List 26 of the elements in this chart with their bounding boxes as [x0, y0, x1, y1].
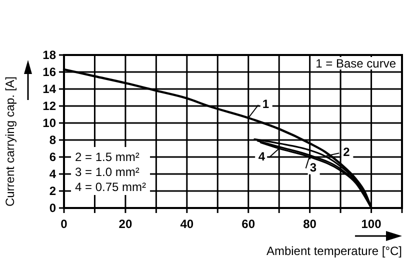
- annotation: 2 = 1.5 mm²: [75, 150, 140, 164]
- x-tick-label: 100: [361, 217, 382, 231]
- x-tick-label: 20: [118, 217, 132, 231]
- annotation: 3 = 1.0 mm²: [75, 165, 140, 179]
- annotation: 2: [343, 145, 350, 160]
- y-tick-label: 18: [42, 48, 56, 62]
- y-tick-label: 4: [49, 167, 56, 181]
- y-tick-label: 16: [42, 65, 56, 79]
- x-tick-label: 60: [242, 217, 256, 231]
- y-tick-label: 2: [49, 184, 56, 198]
- annotation: 4: [258, 150, 266, 164]
- y-tick-label: 12: [42, 99, 56, 113]
- y-tick-label: 10: [42, 116, 56, 130]
- annotation: 3: [310, 160, 317, 174]
- y-tick-label: 8: [49, 133, 56, 147]
- y-axis-title: Current carrying cap. [A]: [3, 76, 17, 207]
- y-tick-label: 14: [42, 82, 56, 96]
- x-tick-label: 40: [180, 217, 194, 231]
- annotation: 1 = Base curve: [316, 56, 396, 70]
- annotation: 1: [262, 96, 270, 111]
- x-axis-title: Ambient temperature [°C]: [266, 244, 402, 258]
- annotation: 4 = 0.75 mm²: [75, 180, 146, 194]
- x-tick-label: 80: [303, 217, 317, 231]
- y-tick-label: 6: [49, 150, 56, 164]
- y-tick-label: 0: [49, 201, 56, 215]
- x-tick-label: 0: [60, 217, 68, 231]
